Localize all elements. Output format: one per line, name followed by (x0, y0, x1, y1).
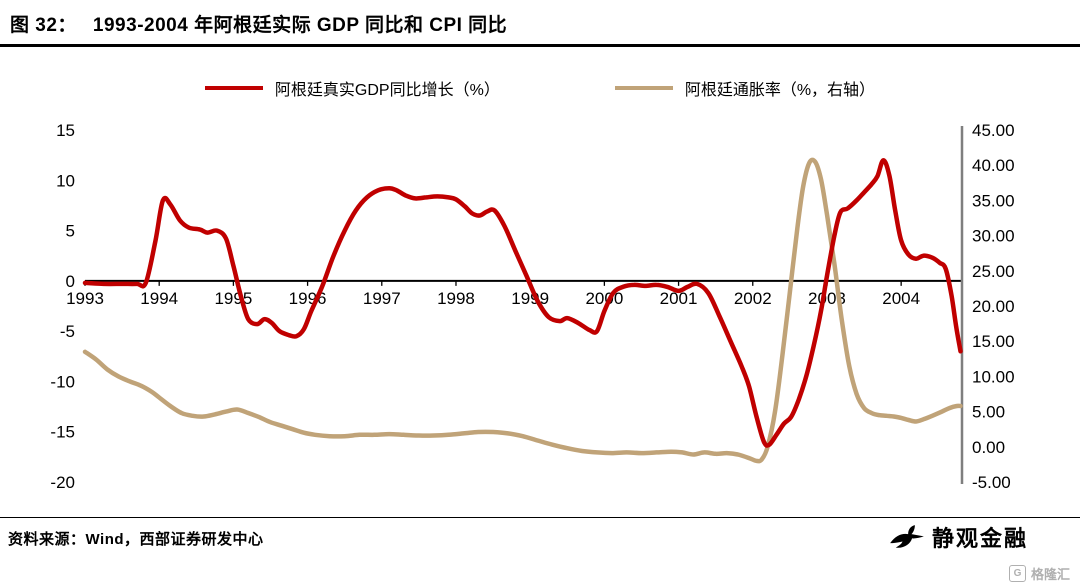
gdp-line (82, 157, 963, 448)
figure-label: 图 32： (10, 15, 77, 36)
x-axis-tick-label: 2004 (882, 289, 920, 308)
right-axis-tick-label: 35.00 (972, 191, 1015, 210)
chart-svg: 15 10 5 0 -5 -10 -15 -20 45.00 40.00 35.00 30.00 25.… (50, 121, 1015, 492)
x-axis-tick-label: 1995 (214, 289, 252, 308)
left-axis-tick-label: 5 (66, 222, 75, 241)
gelonghui-text: 格隆汇 (1030, 567, 1070, 582)
right-axis-tick-label: 30.00 (972, 227, 1015, 246)
left-axis-tick-label: 10 (56, 171, 75, 190)
footer-divider (0, 517, 1080, 518)
left-axis-tick-label: 15 (56, 121, 75, 140)
right-axis-tick-label: -5.00 (972, 473, 1011, 492)
right-axis-tick-label: 15.00 (972, 332, 1015, 351)
figure-title-text: 1993-2004 年阿根廷实际 GDP 同比和 CPI 同比 (92, 15, 508, 36)
cpi-line (82, 157, 963, 464)
legend-label-gdp: 阿根廷真实GDP同比增长（%） (274, 82, 500, 99)
right-axis-tick-label: 45.00 (972, 121, 1015, 140)
right-axis-tick-label: 10.00 (972, 367, 1015, 386)
right-axis-tick-label: 0.00 (972, 438, 1005, 457)
cpi-line-swatch-icon (614, 86, 673, 90)
chart-legend: 阿根廷真实GDP同比增长（%） 阿根廷通胀率（%，右轴） (0, 76, 1080, 100)
x-axis-tick-label: 1999 (511, 289, 549, 308)
gdp-line-swatch-icon (204, 86, 263, 90)
chart-area: 15 10 5 0 -5 -10 -15 -20 45.00 40.00 35.00 30.00 25.… (0, 108, 1080, 517)
left-axis-tick-label: -5 (60, 322, 75, 341)
legend-label-cpi: 阿根廷通胀率（%，右轴） (684, 82, 876, 99)
left-axis-tick-label: -20 (50, 473, 75, 492)
watermark-text: 静观金融 (931, 526, 1028, 551)
legend-item-cpi: 阿根廷通胀率（%，右轴） (614, 76, 876, 100)
right-axis-tick-label: 40.00 (972, 156, 1015, 175)
left-axis-tick-label: -10 (50, 372, 75, 391)
title-divider (0, 44, 1080, 47)
right-axis-tick-label: 25.00 (972, 262, 1015, 281)
g-icon: G (1008, 565, 1026, 582)
left-axis-tick-label: -15 (50, 423, 75, 442)
bird-icon (890, 524, 924, 548)
right-axis-tick-label: 5.00 (972, 403, 1005, 422)
left-axis-tick-label: 0 (66, 272, 75, 291)
source-text: 资料来源：Wind，西部证券研发中心 (8, 531, 264, 548)
x-axis-tick-label: 1993 (66, 289, 104, 308)
x-axis-tick-label: 1998 (437, 289, 475, 308)
page-title: 图 32： 1993-2004 年阿根廷实际 GDP 同比和 CPI 同比 (10, 10, 507, 37)
x-axis-tick-label: 2001 (660, 289, 698, 308)
right-axis-tick-label: 20.00 (972, 297, 1015, 316)
legend-item-gdp: 阿根廷真实GDP同比增长（%） (204, 76, 500, 100)
x-axis-tick-label: 2002 (734, 289, 772, 308)
gelonghui-logo: G 格隆汇 (1008, 564, 1070, 583)
x-axis-tick-label: 1997 (363, 289, 401, 308)
x-axis-tick-label: 1994 (140, 289, 178, 308)
watermark: 静观金融 (889, 521, 1028, 553)
